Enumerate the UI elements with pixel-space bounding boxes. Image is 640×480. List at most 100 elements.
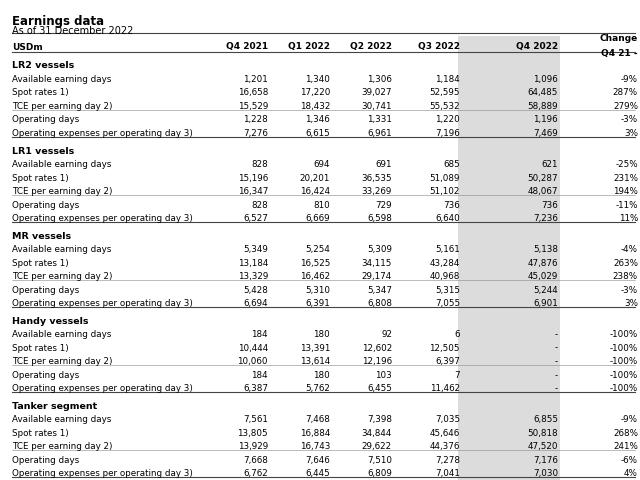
- Text: 34,115: 34,115: [362, 258, 392, 267]
- Text: -9%: -9%: [621, 414, 638, 423]
- Text: 1,346: 1,346: [305, 115, 330, 124]
- Text: 47,876: 47,876: [527, 258, 558, 267]
- Text: 11%: 11%: [619, 214, 638, 223]
- Text: -: -: [555, 370, 558, 379]
- Text: TCE per earning day 2): TCE per earning day 2): [12, 187, 113, 196]
- Text: 16,424: 16,424: [300, 187, 330, 196]
- Text: 40,968: 40,968: [429, 272, 460, 280]
- Text: 6,808: 6,808: [367, 299, 392, 307]
- Text: 5,254: 5,254: [305, 245, 330, 253]
- Text: 238%: 238%: [613, 272, 638, 280]
- Text: 30,741: 30,741: [362, 102, 392, 111]
- Text: Operating expenses per operating day 3): Operating expenses per operating day 3): [12, 468, 193, 477]
- Text: 1,306: 1,306: [367, 75, 392, 84]
- Text: 6,855: 6,855: [533, 414, 558, 423]
- Text: 16,462: 16,462: [300, 272, 330, 280]
- Text: 7,055: 7,055: [435, 299, 460, 307]
- Text: 268%: 268%: [613, 428, 638, 437]
- Text: Q4 2022: Q4 2022: [516, 41, 558, 50]
- Text: 828: 828: [252, 200, 268, 209]
- Text: 5,138: 5,138: [533, 245, 558, 253]
- Text: 5,349: 5,349: [243, 245, 268, 253]
- Text: Available earning days: Available earning days: [12, 329, 111, 338]
- Text: Operating days: Operating days: [12, 370, 79, 379]
- Text: 58,889: 58,889: [527, 102, 558, 111]
- Text: 29,174: 29,174: [362, 272, 392, 280]
- Text: Spot rates 1): Spot rates 1): [12, 428, 68, 437]
- Text: 194%: 194%: [613, 187, 638, 196]
- Text: 729: 729: [376, 200, 392, 209]
- Text: 12,602: 12,602: [362, 343, 392, 352]
- Text: 7,035: 7,035: [435, 414, 460, 423]
- Text: 7: 7: [454, 370, 460, 379]
- Text: Available earning days: Available earning days: [12, 414, 111, 423]
- Text: 7,469: 7,469: [533, 129, 558, 138]
- Text: 694: 694: [314, 160, 330, 168]
- Text: -6%: -6%: [621, 455, 638, 464]
- Text: 16,884: 16,884: [300, 428, 330, 437]
- Text: 51,102: 51,102: [429, 187, 460, 196]
- Text: -: -: [555, 343, 558, 352]
- Text: 44,376: 44,376: [429, 441, 460, 450]
- Text: 5,762: 5,762: [305, 384, 330, 392]
- Text: -4%: -4%: [621, 245, 638, 253]
- Text: 6,901: 6,901: [533, 299, 558, 307]
- Text: 180: 180: [313, 329, 330, 338]
- Text: -100%: -100%: [610, 356, 638, 365]
- Text: 50,818: 50,818: [527, 428, 558, 437]
- Text: 1,096: 1,096: [533, 75, 558, 84]
- Text: 1,228: 1,228: [243, 115, 268, 124]
- Text: 6,391: 6,391: [305, 299, 330, 307]
- Text: 55,532: 55,532: [429, 102, 460, 111]
- Text: 43,284: 43,284: [429, 258, 460, 267]
- Text: 6,615: 6,615: [305, 129, 330, 138]
- Text: Tanker segment: Tanker segment: [12, 401, 97, 410]
- Text: 16,525: 16,525: [300, 258, 330, 267]
- Text: 13,929: 13,929: [237, 441, 268, 450]
- Text: 7,236: 7,236: [533, 214, 558, 223]
- Text: 5,347: 5,347: [367, 285, 392, 294]
- Text: TCE per earning day 2): TCE per earning day 2): [12, 356, 113, 365]
- Text: 7,398: 7,398: [367, 414, 392, 423]
- Text: 5,161: 5,161: [435, 245, 460, 253]
- Text: -100%: -100%: [610, 384, 638, 392]
- Text: 13,329: 13,329: [237, 272, 268, 280]
- Text: 52,595: 52,595: [429, 88, 460, 97]
- Text: -9%: -9%: [621, 75, 638, 84]
- Text: Earnings data: Earnings data: [12, 15, 104, 28]
- Text: As of 31 December 2022: As of 31 December 2022: [12, 26, 133, 36]
- Text: 6,455: 6,455: [367, 384, 392, 392]
- Text: 6,694: 6,694: [243, 299, 268, 307]
- Text: 29,622: 29,622: [362, 441, 392, 450]
- Text: 621: 621: [541, 160, 558, 168]
- Text: Operating days: Operating days: [12, 115, 79, 124]
- Text: 6,809: 6,809: [367, 468, 392, 477]
- Text: Operating expenses per operating day 3): Operating expenses per operating day 3): [12, 299, 193, 307]
- Text: 1,331: 1,331: [367, 115, 392, 124]
- Text: 6: 6: [454, 329, 460, 338]
- Text: Operating expenses per operating day 3): Operating expenses per operating day 3): [12, 384, 193, 392]
- Text: Operating days: Operating days: [12, 455, 79, 464]
- Text: 13,614: 13,614: [300, 356, 330, 365]
- Text: 184: 184: [252, 329, 268, 338]
- Text: 5,315: 5,315: [435, 285, 460, 294]
- Text: 5,428: 5,428: [243, 285, 268, 294]
- Text: TCE per earning day 2): TCE per earning day 2): [12, 441, 113, 450]
- Text: 16,347: 16,347: [237, 187, 268, 196]
- Text: -3%: -3%: [621, 115, 638, 124]
- Text: 48,067: 48,067: [527, 187, 558, 196]
- Text: 17,220: 17,220: [300, 88, 330, 97]
- Text: -: -: [555, 329, 558, 338]
- Text: 6,669: 6,669: [305, 214, 330, 223]
- Text: TCE per earning day 2): TCE per earning day 2): [12, 272, 113, 280]
- Text: Handy vessels: Handy vessels: [12, 316, 88, 325]
- Text: Spot rates 1): Spot rates 1): [12, 258, 68, 267]
- Text: 103: 103: [375, 370, 392, 379]
- Text: 5,310: 5,310: [305, 285, 330, 294]
- Text: 6,598: 6,598: [367, 214, 392, 223]
- Bar: [458, 37, 560, 480]
- Text: 6,445: 6,445: [305, 468, 330, 477]
- Text: 45,646: 45,646: [429, 428, 460, 437]
- Text: 34,844: 34,844: [362, 428, 392, 437]
- Text: -11%: -11%: [616, 200, 638, 209]
